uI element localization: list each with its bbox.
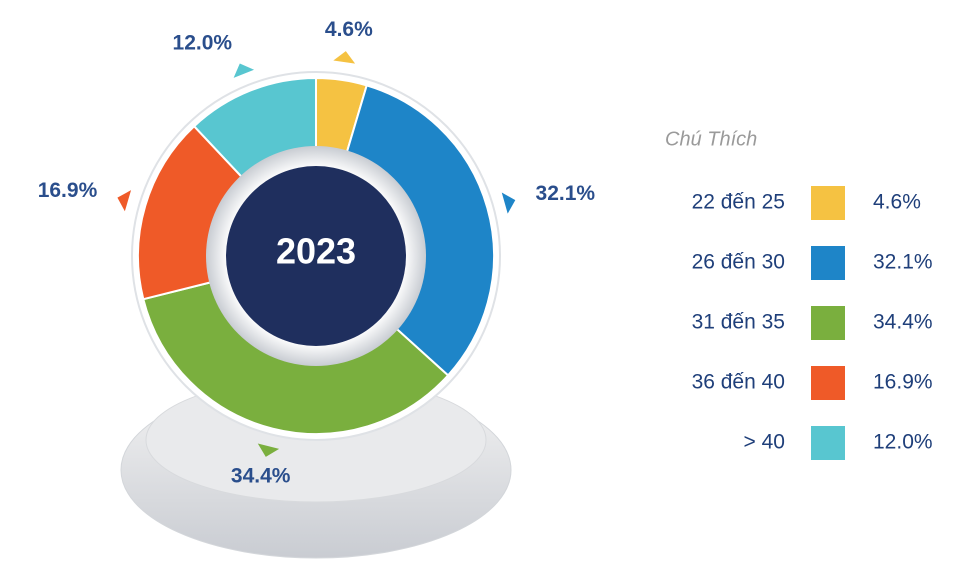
legend-swatch [811, 246, 845, 280]
legend-title: Chú Thích [665, 128, 757, 150]
legend-value: 12.0% [873, 431, 933, 454]
legend-label: 22 đến 25 [692, 191, 785, 214]
legend-swatch [811, 426, 845, 460]
legend-label: 31 đến 35 [692, 311, 785, 334]
center-label: 2023 [276, 231, 356, 272]
pointer [257, 443, 280, 457]
legend-value: 4.6% [873, 191, 921, 214]
legend-swatch [811, 186, 845, 220]
pointer [233, 63, 255, 78]
legend-value: 32.1% [873, 251, 933, 274]
value-label: 32.1% [536, 182, 596, 205]
legend-label: 26 đến 30 [692, 251, 785, 274]
legend-value: 34.4% [873, 311, 933, 334]
value-label: 16.9% [38, 179, 98, 202]
pointer [117, 190, 132, 212]
legend-swatch [811, 366, 845, 400]
legend-label: > 40 [744, 431, 785, 454]
legend-value: 16.9% [873, 371, 933, 394]
pointer [501, 192, 516, 214]
legend-swatch [811, 306, 845, 340]
legend-label: 36 đến 40 [692, 371, 785, 394]
center-disc [226, 166, 406, 346]
value-label: 4.6% [325, 18, 373, 41]
pointer [333, 51, 356, 64]
value-label: 12.0% [173, 32, 233, 55]
value-label: 34.4% [231, 465, 291, 488]
